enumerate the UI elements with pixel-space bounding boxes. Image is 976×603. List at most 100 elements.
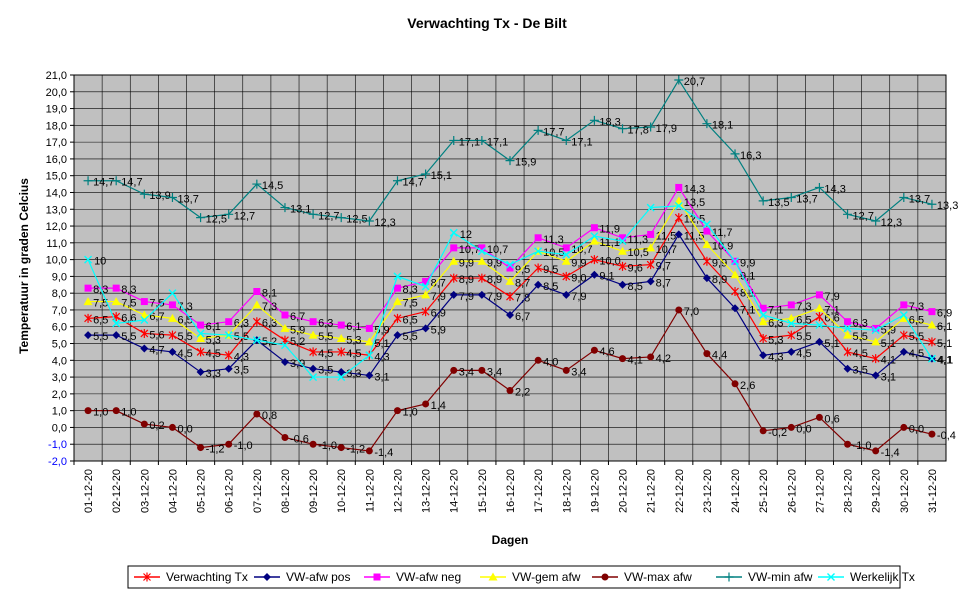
x-tick-label: 23-12-20 bbox=[702, 469, 714, 513]
data-point bbox=[506, 260, 514, 269]
data-point bbox=[843, 324, 852, 333]
data-point bbox=[252, 179, 262, 189]
data-label: 11,9 bbox=[599, 224, 620, 236]
data-label: 5,9 bbox=[290, 324, 305, 336]
data-point bbox=[758, 317, 768, 326]
data-point bbox=[674, 230, 683, 239]
data-label: 8,9 bbox=[712, 274, 727, 286]
data-point bbox=[337, 321, 345, 329]
data-point bbox=[647, 353, 655, 361]
data-point bbox=[871, 354, 880, 364]
y-axis-label: Temperatuur in graden Celcius bbox=[17, 178, 31, 354]
data-point bbox=[308, 209, 318, 219]
data-point bbox=[84, 284, 92, 292]
data-point bbox=[84, 407, 92, 415]
data-point bbox=[167, 313, 177, 322]
data-label: 14,7 bbox=[402, 177, 423, 189]
x-tick-label: 10-12-20 bbox=[336, 469, 348, 513]
data-point bbox=[619, 234, 627, 242]
data-label: 6,5 bbox=[93, 314, 108, 326]
y-tick-label: 4,0 bbox=[52, 355, 67, 367]
data-point bbox=[674, 75, 684, 85]
data-label: 5,5 bbox=[121, 331, 136, 343]
data-label: 14,3 bbox=[824, 183, 845, 195]
data-point bbox=[224, 364, 233, 373]
data-label: 8,9 bbox=[487, 274, 502, 286]
data-point bbox=[309, 318, 317, 326]
data-label: 2,6 bbox=[740, 380, 755, 392]
data-point bbox=[618, 246, 628, 255]
data-point bbox=[814, 303, 824, 312]
data-point bbox=[84, 331, 93, 340]
data-point bbox=[449, 273, 458, 283]
legend-label: VW-min afw bbox=[748, 570, 813, 584]
data-point bbox=[393, 313, 402, 323]
data-point bbox=[477, 290, 486, 299]
data-label: 4,5 bbox=[177, 348, 192, 360]
data-label: 1,0 bbox=[121, 407, 136, 419]
data-label: 1,4 bbox=[431, 400, 446, 412]
data-point bbox=[562, 290, 571, 299]
data-label: 7,3 bbox=[796, 301, 811, 313]
y-tick-label: 16,0 bbox=[46, 154, 67, 166]
data-point bbox=[646, 277, 655, 286]
data-label: 7,5 bbox=[149, 298, 164, 310]
data-point bbox=[505, 276, 515, 285]
legend-swatch-marker bbox=[263, 573, 271, 581]
data-point bbox=[843, 364, 852, 373]
data-label: 7,8 bbox=[515, 293, 530, 305]
data-point bbox=[281, 434, 289, 442]
data-point bbox=[168, 301, 176, 309]
series-vw-afw-neg: 8,3 8,3 7,5 7,3 6,1 6,3 8,1 6,7 6,3 6,1 5,9 8,3 8,7 1… bbox=[84, 183, 952, 336]
data-point bbox=[618, 237, 627, 246]
data-point bbox=[590, 270, 599, 279]
data-label: 13,7 bbox=[909, 194, 930, 206]
y-tick-label: 13,0 bbox=[46, 204, 67, 216]
data-label: 3,5 bbox=[853, 365, 868, 377]
data-point bbox=[253, 410, 261, 418]
data-label: 6,1 bbox=[206, 321, 221, 333]
data-label: 11,7 bbox=[712, 227, 733, 239]
data-label: 5,3 bbox=[346, 334, 361, 346]
data-point bbox=[196, 213, 206, 223]
data-point bbox=[815, 337, 824, 346]
data-label: 4,5 bbox=[206, 348, 221, 360]
data-label: 14,7 bbox=[93, 177, 114, 189]
data-label: 8,7 bbox=[431, 277, 446, 289]
x-tick-label: 26-12-20 bbox=[786, 469, 798, 513]
data-point bbox=[702, 119, 712, 129]
data-label: 5,5 bbox=[318, 331, 333, 343]
data-label: 0,2 bbox=[149, 420, 164, 432]
data-label: 0,0 bbox=[796, 423, 811, 435]
data-label: 7,5 bbox=[402, 298, 417, 310]
data-point bbox=[590, 346, 598, 354]
data-label: 7,9 bbox=[571, 291, 586, 303]
data-label: 4,3 bbox=[768, 351, 783, 363]
legend-box bbox=[127, 565, 901, 589]
data-point bbox=[562, 244, 570, 252]
data-label: 13,7 bbox=[796, 194, 817, 206]
data-point bbox=[506, 387, 514, 395]
data-point bbox=[871, 326, 880, 335]
data-point bbox=[927, 320, 937, 329]
data-point bbox=[197, 321, 205, 329]
data-label: 7,9 bbox=[824, 291, 839, 303]
data-point bbox=[900, 301, 908, 309]
data-point bbox=[506, 264, 514, 272]
data-label: 0,6 bbox=[824, 413, 839, 425]
data-point bbox=[337, 444, 345, 452]
data-point bbox=[392, 297, 402, 306]
y-tick-label: 9,0 bbox=[52, 271, 67, 283]
data-label: -1,0 bbox=[853, 440, 872, 452]
data-label: 17,8 bbox=[628, 125, 649, 137]
data-label: 17,9 bbox=[656, 123, 677, 135]
data-label: 12 bbox=[460, 229, 472, 241]
data-point bbox=[421, 169, 431, 179]
data-label: -1,0 bbox=[234, 440, 253, 452]
data-point bbox=[280, 357, 289, 366]
data-point bbox=[421, 290, 431, 299]
data-point bbox=[140, 316, 149, 325]
data-point bbox=[787, 319, 796, 328]
data-point bbox=[843, 209, 853, 219]
